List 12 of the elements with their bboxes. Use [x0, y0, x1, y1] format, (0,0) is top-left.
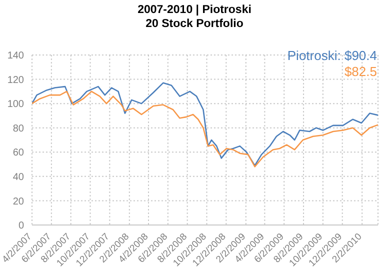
chart-title: 2007-2010 | Piotroski [136, 3, 252, 17]
y-tick-label: 0 [18, 220, 24, 232]
y-tick-label: 20 [12, 196, 24, 208]
text: Piotroski: $90.4 [287, 48, 377, 64]
chart-subtitle: 20 Stock Portfolio [144, 17, 244, 31]
y-tick-label: 60 [12, 148, 24, 159]
annotation: $82.5 [343, 64, 377, 80]
y-tick-label: 100 [7, 99, 24, 110]
y-tick-label: 120 [7, 74, 24, 86]
y-tick-label: 40 [12, 172, 24, 183]
y-tick-label: 140 [7, 50, 24, 62]
y-tick-label: 80 [12, 123, 24, 134]
